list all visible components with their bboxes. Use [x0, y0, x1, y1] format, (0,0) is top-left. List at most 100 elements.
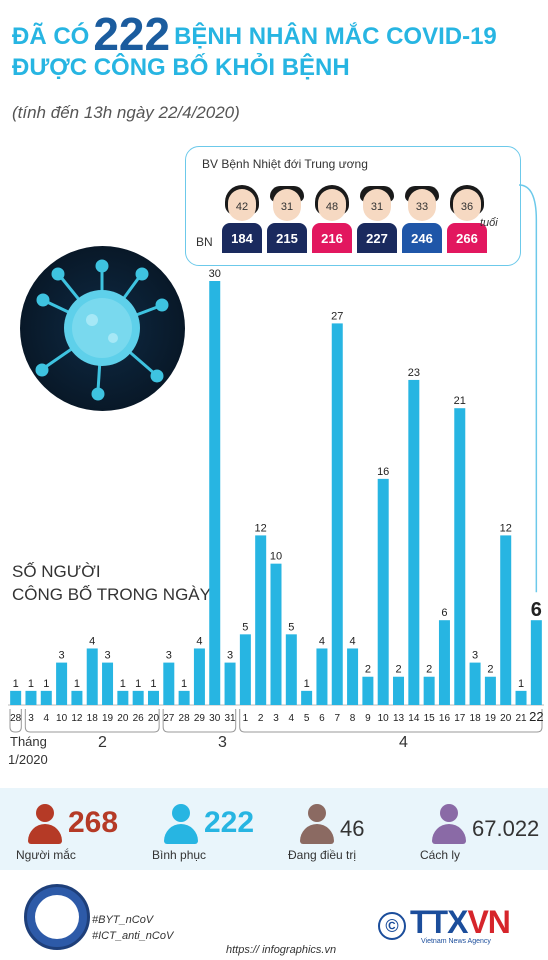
day-tick-label: 14	[408, 713, 420, 724]
bar	[102, 662, 114, 705]
hashtag-byt[interactable]: #BYT_nCoV	[92, 914, 154, 926]
day-tick-label: 20	[500, 713, 512, 724]
stat-label: Bình phục	[152, 848, 207, 862]
day-tick-label: 4	[289, 713, 295, 724]
age-unit: tuổi	[480, 217, 498, 229]
bar-value-label: 2	[365, 664, 371, 676]
day-tick-label: 1	[243, 713, 249, 724]
side-label-line2: CÔNG BỐ TRONG NGÀY	[12, 585, 211, 604]
bar-value-label: 27	[331, 310, 343, 322]
bar	[178, 690, 190, 705]
bar	[71, 690, 83, 705]
bar-value-label: 12	[255, 522, 267, 534]
subtitle: (tính đến 13h ngày 22/4/2020)	[12, 103, 240, 122]
bar-value-label: 1	[120, 678, 126, 690]
bar-value-label: 16	[377, 466, 389, 478]
stat-value: 46	[340, 816, 365, 841]
bar-value-label: 1	[304, 678, 310, 690]
bar-value-label: 3	[59, 650, 65, 662]
month-bracket	[9, 709, 22, 733]
person-icon	[26, 804, 64, 844]
bar	[132, 690, 144, 705]
patient-215: 31 215	[267, 186, 307, 253]
page-title-line1: ĐÃ CÓ222 BỆNH NHÂN MẮC COVID-19	[12, 11, 532, 57]
logo-subtitle: Vietnam News Agency	[421, 938, 491, 945]
title-block: ĐÃ CÓ222 BỆNH NHÂN MẮC COVID-19 ĐƯỢC CÔNG…	[12, 11, 532, 83]
day-tick-label: 5	[304, 713, 310, 724]
bar	[301, 690, 313, 705]
bar	[423, 676, 435, 705]
bar-value-label: 4	[350, 635, 356, 647]
title-number: 222	[93, 8, 171, 60]
title-prefix: ĐÃ CÓ	[12, 23, 90, 50]
bar	[270, 563, 282, 705]
connector-line	[518, 184, 538, 593]
bar-value-label: 6	[441, 607, 447, 619]
day-tick-label: 16	[439, 713, 451, 724]
day-tick-label: 10	[56, 713, 68, 724]
bar-value-label: 4	[89, 635, 95, 647]
stat-value: 268	[68, 806, 119, 839]
patient-age: 31	[273, 189, 301, 221]
day-tick-label: 10	[378, 713, 390, 724]
bar	[393, 676, 405, 705]
patient-age: 33	[408, 189, 436, 221]
copyright-icon: ©	[378, 912, 406, 940]
bar-value-label: 30	[209, 268, 221, 280]
bar-value-label: 1	[518, 678, 524, 690]
day-tick-label: 19	[102, 713, 114, 724]
logo-text-b: VN	[467, 904, 510, 940]
day-tick-label: 29	[194, 713, 206, 724]
bar	[147, 690, 159, 705]
day-tick-label: 3	[28, 713, 34, 724]
day-tick-label: 18	[87, 713, 99, 724]
day-tick-label: 20	[148, 713, 160, 724]
stat-label: Cách ly	[420, 848, 461, 862]
bar-value-label: 1	[43, 678, 49, 690]
patient-age: 36	[453, 189, 481, 221]
day-tick-label: 21	[515, 713, 527, 724]
bn-label: BN	[196, 235, 213, 249]
side-label-line1: SỐ NGƯỜI	[12, 562, 101, 581]
day-tick-label: 18	[470, 713, 482, 724]
page-title-line2: ĐƯỢC CÔNG BỐ KHỎI BỆNH	[12, 54, 350, 81]
bar-value-label: 2	[395, 664, 401, 676]
bar	[331, 323, 343, 705]
bar-value-label: 4	[319, 635, 325, 647]
person-icon	[430, 804, 468, 844]
patient-age: 31	[363, 189, 391, 221]
bar-value-label: 1	[181, 678, 187, 690]
day-tick-label: 27	[163, 713, 175, 724]
bar	[163, 662, 175, 705]
bar-value-label: 3	[472, 650, 478, 662]
bar	[239, 634, 251, 705]
bar-value-label: 23	[408, 367, 420, 379]
hashtag-ict[interactable]: #ICT_anti_nCoV	[92, 930, 174, 942]
bar	[454, 408, 466, 705]
source-url[interactable]: https:// infographics.vn	[226, 944, 337, 956]
stat-label: Đang điều trị	[288, 848, 357, 862]
bar-value-label: 1	[74, 678, 80, 690]
patient-age: 42	[228, 189, 256, 221]
month-bracket	[24, 709, 160, 733]
bar-value-label: 3	[104, 650, 110, 662]
day-tick-label: 8	[350, 713, 356, 724]
patient-id: 216	[312, 223, 352, 253]
bar	[117, 690, 129, 705]
person-icon	[298, 804, 336, 844]
month-label-feb: 2	[98, 734, 107, 751]
patient-id: 227	[357, 223, 397, 253]
stat-value: 222	[204, 806, 255, 839]
day-tick-label: 13	[393, 713, 405, 724]
day-tick-label: 19	[485, 713, 497, 724]
patient-216: 48 216	[312, 185, 352, 253]
day-tick-label: 28	[10, 713, 22, 724]
hospital-box: BV Bệnh Nhiệt đới Trung ương 42 184 31 215 4…	[185, 146, 521, 266]
virus-image	[20, 246, 185, 411]
chart-side-label: SỐ NGƯỜI CÔNG BỐ TRONG NGÀY	[12, 560, 211, 606]
bar-value-label: 1	[135, 678, 141, 690]
bar	[40, 690, 52, 705]
bar-value-label: 2	[426, 664, 432, 676]
bar-value-label: 1	[28, 678, 34, 690]
day-tick-label: 26	[133, 713, 145, 724]
